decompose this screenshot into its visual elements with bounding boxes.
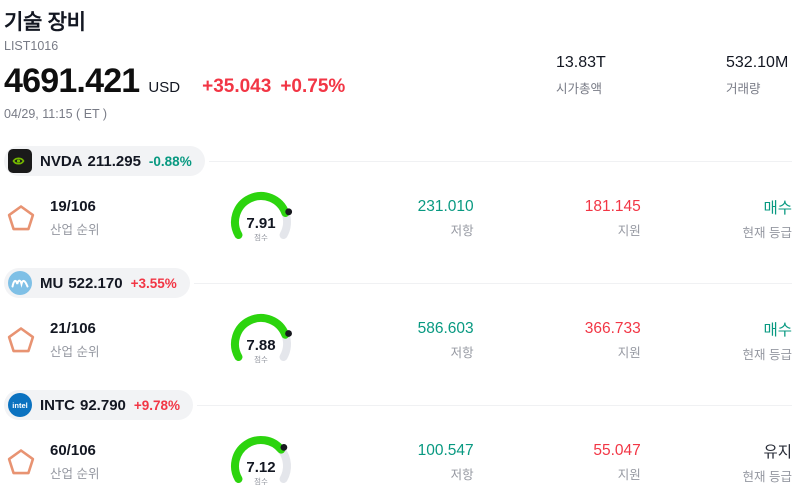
resistance-label: 저항	[450, 467, 474, 482]
industry-rank: 21/106	[50, 320, 96, 337]
support-label: 지원	[617, 223, 641, 238]
rating-label: 현재 등급	[742, 347, 792, 362]
datetime: 04/29, 11:15 ( ET )	[4, 107, 108, 121]
pentagon-rank-icon	[6, 325, 36, 355]
volume-label: 거래량	[726, 82, 761, 96]
stock-section-intc: intel INTC 92.790 +9.78% 60/106	[4, 390, 792, 494]
rating-label: 현재 등급	[742, 469, 792, 484]
support-value: 55.047	[593, 441, 641, 459]
rating-cell: 유지 현재 등급	[641, 440, 792, 485]
score-gauge: 7.88 점수	[203, 308, 318, 372]
resistance-cell: 100.547 저항	[318, 441, 474, 483]
ticker-price: MU 522.170	[40, 275, 123, 292]
industry-rank-cell: 60/106 산업 순위	[4, 442, 203, 482]
support-cell: 181.145 지원	[474, 198, 641, 239]
score-value: 7.88	[246, 337, 275, 354]
resistance-value: 586.603	[417, 319, 474, 337]
score-gauge: 7.91 점수	[203, 186, 318, 250]
stock-pill-intc[interactable]: intel INTC 92.790 +9.78%	[4, 390, 194, 420]
support-cell: 366.733 지원	[474, 320, 641, 361]
rating-cell: 매수 현재 등급	[641, 196, 792, 241]
price-row: 4691.421 USD +35.043 +0.75%	[4, 62, 792, 101]
index-price: 4691.421	[4, 62, 140, 100]
stock-pill-nvda[interactable]: NVDA 211.295 -0.88%	[4, 146, 205, 176]
support-label: 지원	[617, 467, 641, 482]
ticker-price: INTC 92.790	[40, 397, 126, 414]
ticker-last-price: 92.790	[80, 396, 126, 414]
score-label: 점수	[254, 232, 268, 242]
score-gauge: 7.12 점수	[203, 430, 318, 494]
intc-logo-icon: intel	[8, 393, 32, 417]
industry-rank-label: 산업 순위	[50, 223, 100, 237]
industry-rank-cell: 19/106 산업 순위	[4, 198, 203, 238]
rating-value: 매수	[763, 321, 792, 339]
resistance-cell: 231.010 저항	[318, 197, 474, 239]
volume-value: 532.10M	[726, 54, 789, 71]
score-value: 7.12	[246, 459, 275, 476]
stock-section-nvda: NVDA 211.295 -0.88% 19/106 산업 순위	[4, 146, 792, 250]
mu-logo-icon	[8, 271, 32, 295]
rating-cell: 매수 현재 등급	[641, 318, 792, 363]
divider	[208, 160, 792, 162]
ticker: INTC	[40, 396, 75, 414]
resistance-value: 100.547	[417, 441, 474, 459]
resistance-label: 저항	[450, 345, 474, 360]
market-cap-label: 시가총액	[556, 82, 603, 96]
ticker: MU	[40, 274, 64, 292]
market-cap-value: 13.83T	[556, 54, 606, 71]
price-change-pct: +0.75%	[280, 76, 346, 97]
score-label: 점수	[254, 354, 268, 364]
divider	[197, 404, 792, 406]
volume-stat: 532.10M 거래량	[726, 54, 788, 97]
pentagon-rank-icon	[6, 447, 36, 477]
ticker-last-price: 211.295	[87, 152, 141, 170]
support-cell: 55.047 지원	[474, 441, 641, 483]
ticker-last-price: 522.170	[68, 274, 123, 292]
industry-rank-label: 산업 순위	[50, 345, 100, 359]
svg-text:intel: intel	[12, 401, 27, 410]
ticker-change-pct: -0.88%	[148, 153, 192, 169]
rating-value: 매수	[763, 199, 792, 217]
industry-rank: 19/106	[50, 198, 96, 215]
support-value: 181.145	[584, 197, 641, 215]
score-value: 7.91	[246, 215, 275, 232]
page-title: 기술 장비	[4, 11, 86, 34]
resistance-label: 저항	[450, 223, 474, 238]
stock-pill-mu[interactable]: MU 522.170 +3.55%	[4, 268, 190, 298]
price-change: +35.043	[202, 76, 272, 97]
nvda-logo-icon	[8, 149, 32, 173]
rating-label: 현재 등급	[742, 225, 792, 240]
industry-rank-label: 산업 순위	[50, 467, 100, 481]
resistance-value: 231.010	[417, 197, 474, 215]
score-label: 점수	[254, 476, 268, 486]
ticker-change-pct: +3.55%	[130, 275, 177, 291]
ticker-change-pct: +9.78%	[133, 397, 181, 413]
industry-rank-cell: 21/106 산업 순위	[4, 320, 203, 360]
divider	[193, 282, 792, 284]
market-cap-stat: 13.83T 시가총액	[556, 54, 606, 97]
rating-value: 유지	[763, 443, 792, 461]
ticker-price: NVDA 211.295	[40, 153, 141, 170]
industry-rank: 60/106	[50, 442, 96, 459]
support-value: 366.733	[584, 319, 641, 337]
resistance-cell: 586.603 저항	[318, 319, 474, 361]
currency-label: USD	[148, 79, 181, 96]
list-id: LIST1016	[4, 39, 59, 53]
ticker: NVDA	[40, 152, 83, 170]
pentagon-rank-icon	[6, 203, 36, 233]
support-label: 지원	[617, 345, 641, 360]
stock-section-mu: MU 522.170 +3.55% 21/106 산업 순위	[4, 268, 792, 372]
